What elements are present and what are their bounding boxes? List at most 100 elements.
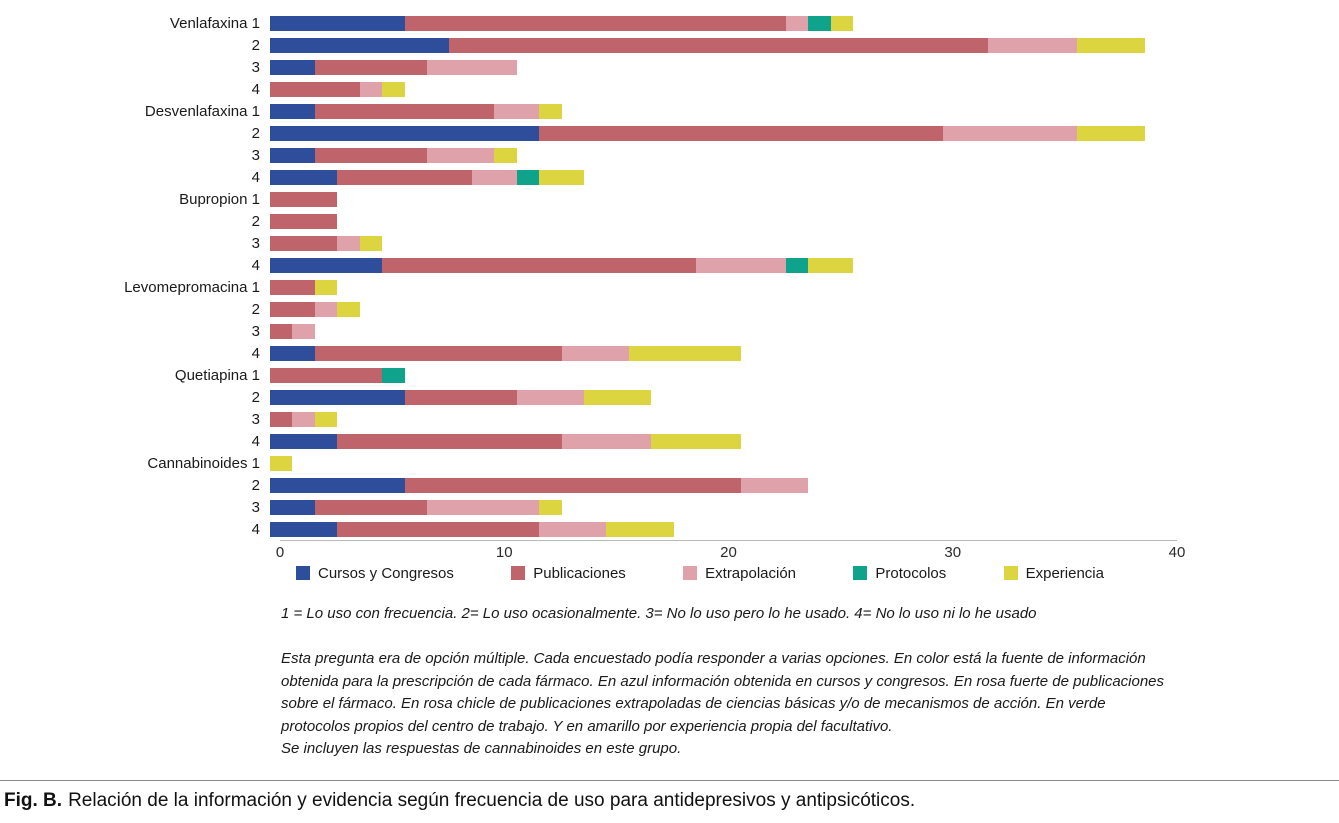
legend-label: Publicaciones xyxy=(533,564,626,582)
row-label: 2 xyxy=(251,36,260,54)
bar-segment xyxy=(270,59,315,75)
bar-segment xyxy=(270,257,383,273)
bar-track xyxy=(270,279,1167,295)
chart-row: 4 xyxy=(0,78,1339,100)
bar-segment xyxy=(270,125,540,141)
chart-row: 2 xyxy=(0,210,1339,232)
legend-swatch xyxy=(853,566,868,580)
bar-segment xyxy=(471,169,517,185)
bar-track xyxy=(270,367,1167,383)
bar-segment xyxy=(314,279,338,295)
bar-segment xyxy=(696,257,786,273)
row-label: 2 xyxy=(251,212,260,230)
bar-segment xyxy=(270,345,315,361)
legend-label: Cursos y Congresos xyxy=(318,564,454,582)
bar-segment xyxy=(539,169,584,185)
row-label: 3 xyxy=(251,322,260,340)
chart-row: Venlafaxina 1 xyxy=(0,12,1339,34)
chart-row: 2 xyxy=(0,298,1339,320)
bar-track xyxy=(270,389,1167,405)
bar-segment xyxy=(270,37,450,53)
bar-segment xyxy=(337,521,540,537)
legend-item: Protocolos xyxy=(853,565,946,582)
chart-row: 3 xyxy=(0,144,1339,166)
bar-segment xyxy=(561,433,652,449)
frequency-key: 1 = Lo uso con frecuencia. 2= Lo uso oca… xyxy=(281,605,1037,622)
row-label: 2 xyxy=(251,388,260,406)
bar-segment xyxy=(494,147,517,163)
chart-row: 4 xyxy=(0,254,1339,276)
row-label: 4 xyxy=(251,80,260,98)
chart-row: 4 xyxy=(0,518,1339,540)
chart-row: Levomepromacina 1 xyxy=(0,276,1339,298)
bar-segment xyxy=(270,213,338,229)
bar-track xyxy=(270,301,1167,317)
bar-segment xyxy=(426,499,540,515)
bar-track xyxy=(270,477,1167,493)
chart-row: 3 xyxy=(0,56,1339,78)
chart-row: 2 xyxy=(0,386,1339,408)
bar-segment xyxy=(270,103,315,119)
bar-segment xyxy=(314,499,427,515)
notes-block: 1 = Lo uso con frecuencia. 2= Lo uso oca… xyxy=(281,603,1166,761)
bar-track xyxy=(270,323,1167,339)
bar-segment xyxy=(270,323,293,339)
legend-label: Extrapolación xyxy=(705,564,797,582)
x-tick-label: 30 xyxy=(944,544,962,561)
x-tick-label: 0 xyxy=(275,544,285,561)
bar-segment xyxy=(426,147,495,163)
bar-segment xyxy=(270,169,338,185)
bar-segment xyxy=(404,389,517,405)
row-label: 4 xyxy=(251,256,260,274)
bar-segment xyxy=(314,411,338,427)
row-label: Venlafaxina 1 xyxy=(169,14,260,32)
bar-track xyxy=(270,103,1167,119)
bar-segment xyxy=(270,279,315,295)
bar-segment xyxy=(292,411,315,427)
bar-segment xyxy=(785,15,809,31)
legend-item: Cursos y Congresos xyxy=(296,565,454,582)
stacked-bar-chart: Venlafaxina 1 2 3 4 Desvenlafaxina 1 2 3 4 Bupro… xyxy=(0,12,1339,583)
bar-segment xyxy=(583,389,652,405)
bar-segment xyxy=(516,169,540,185)
bar-segment xyxy=(270,301,315,317)
bar-segment xyxy=(270,147,315,163)
row-label: Desvenlafaxina 1 xyxy=(144,102,260,120)
bar-segment xyxy=(1077,125,1145,141)
legend-swatch xyxy=(683,566,698,580)
chart-row: Cannabinoides 1 xyxy=(0,452,1339,474)
bar-track xyxy=(270,345,1167,361)
plot-area: Venlafaxina 1 2 3 4 Desvenlafaxina 1 2 3 4 Bupro… xyxy=(0,12,1339,540)
row-label: 4 xyxy=(251,344,260,362)
bar-segment xyxy=(606,521,674,537)
bar-segment xyxy=(942,125,1078,141)
row-label: Quetiapina 1 xyxy=(174,366,260,384)
bar-segment xyxy=(359,81,383,97)
bar-segment xyxy=(539,103,562,119)
bar-segment xyxy=(270,191,338,207)
bar-track xyxy=(270,147,1167,163)
x-axis-ticks: 0 10 20 30 40 xyxy=(276,541,1186,563)
legend-item: Experiencia xyxy=(1003,565,1104,582)
bar-track xyxy=(270,191,1167,207)
chart-row: 2 xyxy=(0,474,1339,496)
legend-swatch xyxy=(296,566,310,580)
row-label: 3 xyxy=(251,146,260,164)
row-label: 4 xyxy=(251,168,260,186)
bar-track xyxy=(270,169,1167,185)
bar-segment xyxy=(314,301,338,317)
bar-segment xyxy=(830,15,854,31)
bar-segment xyxy=(449,37,988,53)
bar-segment xyxy=(561,345,629,361)
caption-text: Relación de la información y evidencia s… xyxy=(68,790,916,811)
bar-segment xyxy=(382,367,405,383)
chart-row: 3 xyxy=(0,496,1339,518)
chart-row: 2 xyxy=(0,122,1339,144)
chart-row: Bupropion 1 xyxy=(0,188,1339,210)
bar-segment xyxy=(270,81,360,97)
bar-segment xyxy=(270,433,338,449)
bar-segment xyxy=(539,521,607,537)
caption-divider xyxy=(0,780,1339,781)
x-tick-label: 10 xyxy=(495,544,513,561)
